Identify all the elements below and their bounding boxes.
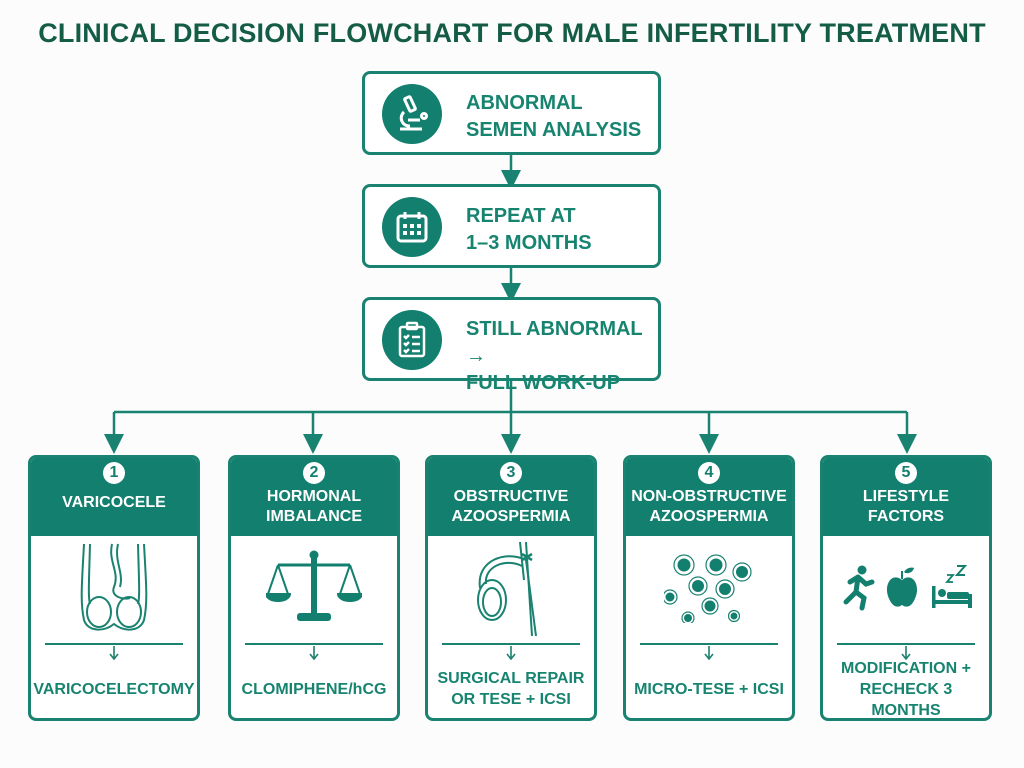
step-line2: 1–3 MONTHS bbox=[466, 232, 592, 254]
divider bbox=[45, 643, 183, 645]
branch-number: 5 bbox=[895, 462, 917, 484]
treatment-label: CLOMIPHENE/hCG bbox=[231, 665, 397, 713]
page-title: CLINICAL DECISION FLOWCHART FOR MALE INF… bbox=[38, 18, 986, 48]
divider bbox=[837, 643, 975, 645]
sleep-z-large-icon bbox=[954, 565, 968, 576]
branch-name-line1: NON-OBSTRUCTIVE bbox=[631, 488, 787, 505]
treatment-label: MICRO-TESE + ICSI bbox=[626, 665, 792, 713]
microscope-icon bbox=[382, 84, 442, 144]
branch-name: HORMONAL IMBALANCE bbox=[231, 487, 397, 527]
step-repeat-analysis: REPEAT AT 1–3 MONTHS bbox=[362, 184, 661, 268]
divider bbox=[442, 643, 580, 645]
calendar-icon bbox=[382, 197, 442, 257]
branch-card-hormonal-imbalance: 2 HORMONAL IMBALANCE CLOMIPHENE/hCG bbox=[228, 455, 400, 721]
treatment-line1: MICRO-TESE + ICSI bbox=[634, 680, 784, 698]
branch-name: NON-OBSTRUCTIVE AZOOSPERMIA bbox=[626, 487, 792, 527]
treatment-line1: SURGICAL REPAIR bbox=[437, 670, 585, 687]
down-arrow-icon bbox=[506, 646, 516, 660]
treatment-label: VARICOCELECTOMY bbox=[31, 665, 197, 713]
divider bbox=[640, 643, 778, 645]
blocked-duct-icon bbox=[428, 538, 594, 638]
step-line2: FULL WORK-UP bbox=[466, 372, 621, 394]
treatment-line1: VARICOCELECTOMY bbox=[33, 680, 195, 698]
treatment-label: SURGICAL REPAIR OR TESE + ICSI bbox=[428, 665, 594, 713]
step-line1: ABNORMAL bbox=[466, 92, 583, 114]
branch-name-line2: IMBALANCE bbox=[266, 508, 362, 525]
branch-number: 3 bbox=[500, 462, 522, 484]
branch-card-non-obstructive-azoospermia: 4 NON-OBSTRUCTIVE AZOOSPERMIA MICRO-TESE +… bbox=[623, 455, 795, 721]
branch-number: 2 bbox=[303, 462, 325, 484]
branch-name-line1: LIFESTYLE bbox=[862, 488, 950, 505]
branch-number: 4 bbox=[698, 462, 720, 484]
apple-icon bbox=[886, 567, 918, 607]
branch-name: OBSTRUCTIVE AZOOSPERMIA bbox=[428, 487, 594, 527]
step-full-work-up: STILL ABNORMAL → FULL WORK-UP bbox=[362, 297, 661, 394]
branch-name-line1: OBSTRUCTIVE bbox=[453, 488, 569, 505]
branch-card-varicocele: 1 VARICOCELE VARICOCELECTOMY bbox=[28, 455, 200, 721]
down-arrow-icon bbox=[309, 646, 319, 660]
branch-name-line2: FACTORS bbox=[867, 508, 945, 525]
step-abnormal-semen-analysis: ABNORMAL SEMEN ANALYSIS bbox=[362, 71, 661, 155]
treatment-line1: CLOMIPHENE/hCG bbox=[241, 680, 387, 698]
step-line1: STILL ABNORMAL → bbox=[466, 318, 643, 367]
running-apple-sleep-icon bbox=[823, 538, 989, 638]
step-line1: REPEAT AT bbox=[466, 205, 576, 227]
branch-card-obstructive-azoospermia: 3 OBSTRUCTIVE AZOOSPERMIA SURGICAL REPAIR O… bbox=[425, 455, 597, 721]
running-person-icon bbox=[843, 565, 875, 611]
branch-name-line1: HORMONAL bbox=[266, 488, 362, 505]
treatment-line1: MODIFICATION + bbox=[841, 659, 971, 677]
branch-name-line2: AZOOSPERMIA bbox=[649, 508, 769, 525]
clipboard-checklist-icon bbox=[382, 310, 442, 370]
cells-icon bbox=[626, 538, 792, 638]
branch-name: LIFESTYLE FACTORS bbox=[823, 487, 989, 527]
treatment-line2: OR TESE + ICSI bbox=[451, 691, 571, 708]
branch-name-line2: AZOOSPERMIA bbox=[451, 508, 571, 525]
step-line2: SEMEN ANALYSIS bbox=[466, 119, 642, 141]
treatment-line2: RECHECK 3 MONTHS bbox=[859, 680, 953, 719]
divider bbox=[245, 643, 383, 645]
bed-sleep-icon bbox=[932, 565, 972, 608]
sleep-z-small-icon bbox=[945, 574, 955, 583]
down-arrow-icon bbox=[901, 646, 911, 660]
down-arrow-icon bbox=[109, 646, 119, 660]
varicocele-anatomy-icon bbox=[31, 538, 197, 638]
branch-number: 1 bbox=[103, 462, 125, 484]
treatment-label: MODIFICATION + RECHECK 3 MONTHS bbox=[823, 660, 989, 719]
balance-scale-icon bbox=[231, 538, 397, 638]
branch-card-lifestyle-factors: 5 LIFESTYLE FACTORS MODIFICATION + RECHECK … bbox=[820, 455, 992, 721]
branch-name: VARICOCELE bbox=[62, 494, 166, 511]
down-arrow-icon bbox=[704, 646, 714, 660]
